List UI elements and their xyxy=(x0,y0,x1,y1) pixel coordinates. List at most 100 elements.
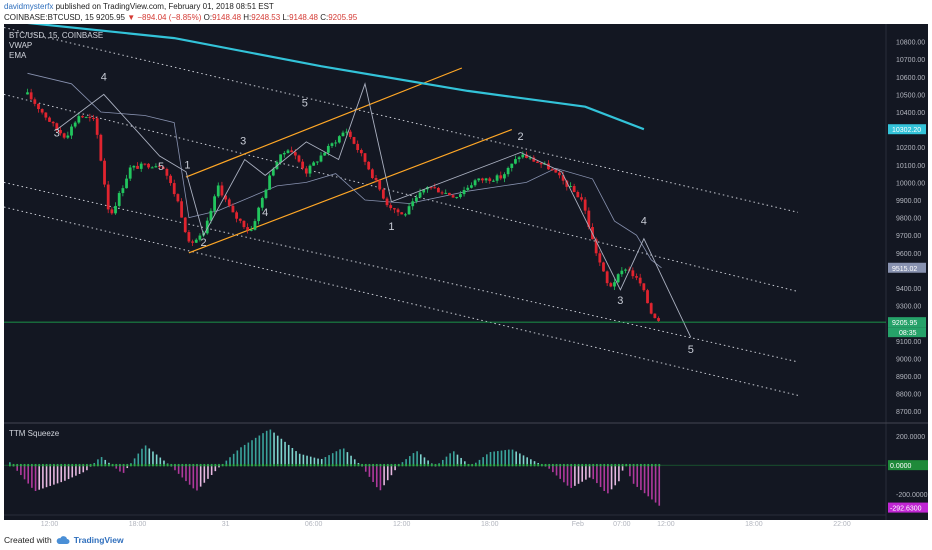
squeeze-dot xyxy=(460,463,463,467)
candle-body xyxy=(37,103,40,110)
published-text: published on TradingView.com, February 0… xyxy=(55,2,274,11)
price-axis[interactable]: 10800.00 10700.00 10600.00 10500.00 10400.00… xyxy=(888,40,928,513)
squeeze-bar xyxy=(155,454,158,466)
candle-body xyxy=(257,207,261,222)
candle-body xyxy=(312,162,316,166)
candle-body xyxy=(88,116,92,118)
candle-body xyxy=(455,197,459,199)
squeeze-bar xyxy=(287,444,290,466)
squeeze-dot xyxy=(570,463,573,467)
squeeze-bar xyxy=(141,448,143,466)
squeeze-bar xyxy=(302,454,305,466)
price-tick-label: 8800.00 xyxy=(896,392,921,399)
squeeze-dot xyxy=(214,463,217,467)
candle-body xyxy=(246,227,250,230)
squeeze-bar xyxy=(555,465,558,476)
squeeze-dot xyxy=(537,463,540,467)
candle-body xyxy=(198,235,202,240)
squeeze-dot xyxy=(196,463,198,467)
candle-body xyxy=(433,187,437,189)
candle-body xyxy=(561,175,565,181)
squeeze-bar xyxy=(368,465,371,477)
squeeze-bar xyxy=(533,461,536,466)
high-value: 9248.53 xyxy=(251,13,281,22)
time-tick-label: 31 xyxy=(222,521,230,528)
price-tick-label: 8900.00 xyxy=(896,374,921,381)
candle-body xyxy=(304,168,308,174)
squeeze-bar xyxy=(596,465,598,484)
price-tick-label: 10200.00 xyxy=(896,145,925,152)
candle-body xyxy=(620,270,624,275)
squeeze-bar xyxy=(75,465,77,476)
squeeze-dot xyxy=(247,463,250,467)
squeeze-dot xyxy=(328,463,330,467)
time-tick-label: 12:00 xyxy=(41,521,59,528)
squeeze-dot xyxy=(97,463,99,467)
squeeze-dot xyxy=(67,463,70,467)
squeeze-bar xyxy=(497,451,499,466)
squeeze-bar xyxy=(119,465,121,472)
candle-body xyxy=(172,183,176,195)
squeeze-dot xyxy=(130,463,132,467)
candle-body xyxy=(308,165,312,174)
squeeze-dot xyxy=(71,463,74,467)
squeeze-dot xyxy=(45,463,48,467)
squeeze-dot xyxy=(372,463,374,467)
candle-body xyxy=(319,155,323,162)
squeeze-bar xyxy=(126,465,129,469)
candle-body xyxy=(473,180,477,186)
squeeze-flag xyxy=(888,460,928,471)
squeeze-bar xyxy=(210,465,213,476)
candle-body xyxy=(374,177,378,181)
candle-body xyxy=(451,195,455,198)
squeeze-dot xyxy=(265,463,268,467)
countdown-flag xyxy=(888,327,926,338)
squeeze-dot xyxy=(658,463,661,467)
price-pane: 3 4 5 1 2 3 4 5 1 2 3 4 5 xyxy=(3,24,886,396)
squeeze-bar xyxy=(658,465,661,506)
tradingview-logo[interactable]: TradingView xyxy=(73,535,124,545)
squeeze-dot xyxy=(89,463,92,467)
squeeze-bar xyxy=(636,465,639,487)
squeeze-bar xyxy=(603,465,606,491)
squeeze-dot xyxy=(141,463,143,467)
candle-body xyxy=(213,196,216,211)
time-axis[interactable]: 12:00 18:00 31 06:00 12:00 18:00 Feb 07:00 12:00… xyxy=(41,521,851,528)
candle-body xyxy=(587,210,591,228)
candle-body xyxy=(323,152,327,156)
price-tick-label: 9100.00 xyxy=(896,339,921,346)
candle-body xyxy=(209,210,213,221)
candle-body xyxy=(92,117,95,119)
squeeze-bar xyxy=(614,465,617,486)
squeeze-bar xyxy=(559,465,562,479)
squeeze-bar xyxy=(342,448,345,466)
squeeze-dot xyxy=(181,463,184,467)
squeeze-dot xyxy=(577,463,580,467)
candle-body xyxy=(510,163,514,168)
squeeze-bar xyxy=(247,442,250,466)
squeeze-bar xyxy=(269,429,272,466)
squeeze-dot xyxy=(203,463,206,467)
squeeze-dot xyxy=(280,463,283,467)
squeeze-dot xyxy=(416,463,419,467)
author-link[interactable]: davidmysterfx xyxy=(4,2,54,11)
candle-body xyxy=(191,241,194,243)
candle-body xyxy=(396,209,400,213)
price-tick-label: 10000.00 xyxy=(896,180,925,187)
time-tick-label: 06:00 xyxy=(305,521,323,528)
candle-body xyxy=(128,167,132,179)
wave-label: 5 xyxy=(688,344,694,356)
squeeze-bar xyxy=(34,465,37,491)
candle-body xyxy=(436,187,440,193)
squeeze-tick-label: 200.0000 xyxy=(896,434,925,441)
squeeze-dot xyxy=(606,463,609,467)
squeeze-dot xyxy=(515,463,518,467)
wave-label: 4 xyxy=(641,216,647,228)
candle-body xyxy=(492,180,495,182)
price-tick-label: 10400.00 xyxy=(896,110,925,117)
squeeze-dot xyxy=(335,463,338,467)
candle-body xyxy=(403,214,407,216)
candle-body xyxy=(231,205,235,213)
change-value: −894.04 (−8.85%) xyxy=(137,13,202,22)
